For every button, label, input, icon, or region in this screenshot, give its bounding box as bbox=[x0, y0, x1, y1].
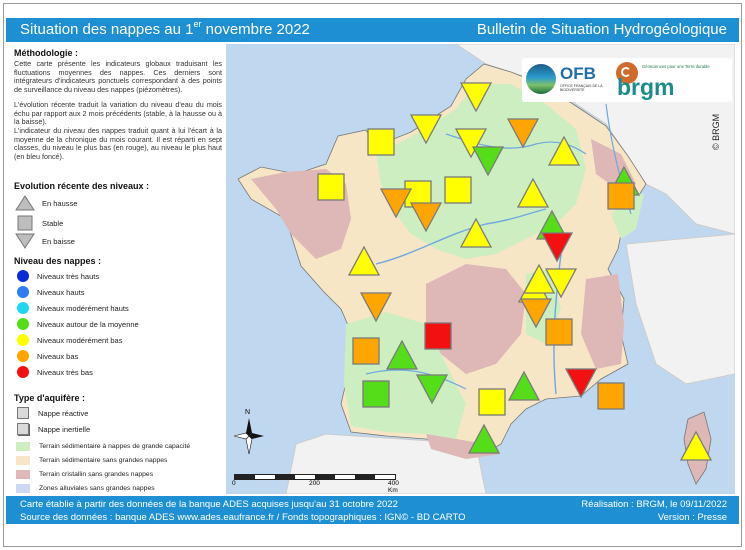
marker-seine-1 bbox=[454, 128, 488, 159]
level-dot-icon bbox=[17, 366, 29, 378]
scale-bar: 0 200 400 Km bbox=[232, 474, 404, 494]
marker-champagne-1 bbox=[506, 118, 540, 149]
reactive-square-icon bbox=[17, 407, 29, 419]
zone-swatch bbox=[16, 483, 30, 493]
compass-icon bbox=[234, 418, 264, 454]
marker-aquitaine-tri bbox=[385, 339, 419, 370]
level-dot-icon bbox=[17, 350, 29, 362]
marker-jura-2 bbox=[540, 232, 574, 263]
footer-line-1: Carte établie à partir des données de la… bbox=[20, 499, 398, 510]
marker-rhone-2 bbox=[544, 268, 578, 299]
methodology-text-1: Cette carte présente les indicateurs glo… bbox=[14, 59, 222, 94]
marker-garonne-tri bbox=[415, 374, 449, 405]
legend-level-item: Niveaux hauts bbox=[14, 285, 85, 299]
methodology-text-2: L'évolution récente traduit la variation… bbox=[14, 100, 222, 127]
legend-level-item: Niveaux très bas bbox=[14, 365, 93, 379]
legend-level-item: Niveaux autour de la moyenne bbox=[14, 317, 139, 331]
footer-realisation: Réalisation : BRGM, le 09/11/2022 bbox=[581, 499, 727, 510]
marker-normandie-c bbox=[409, 114, 443, 145]
methodology-text-3: L'indicateur du niveau des nappes tradui… bbox=[14, 126, 222, 161]
marker-aquitaine-sq bbox=[352, 337, 380, 365]
zone-swatch bbox=[16, 469, 30, 479]
marker-alps-w bbox=[519, 298, 553, 329]
marker-languedoc bbox=[478, 388, 506, 416]
map-title: Situation des nappes au 1er novembre 202… bbox=[20, 19, 310, 38]
marker-garonne-sq bbox=[362, 380, 390, 408]
marker-bretagne bbox=[317, 173, 345, 201]
legend-zone-item: Terrain cristallin sans grandes nappes bbox=[14, 467, 153, 481]
footer-line-2: Source des données : banque ADES www.ade… bbox=[20, 512, 466, 523]
legend-zone-item: Terrain sédimentaire sans grandes nappes bbox=[14, 453, 167, 467]
marker-beauce bbox=[444, 176, 472, 204]
triangle-up-icon bbox=[15, 195, 35, 211]
bulletin-title: Bulletin de Situation Hydrogéologique bbox=[476, 21, 727, 38]
footer-version: Version : Presse bbox=[657, 512, 727, 523]
marker-champagne-2 bbox=[547, 135, 581, 166]
zone-swatch bbox=[16, 441, 30, 451]
marker-normandie-w bbox=[367, 128, 395, 156]
evolution-heading: Evolution récente des niveaux : bbox=[14, 181, 150, 191]
level-dot-icon bbox=[17, 334, 29, 346]
copyright-vertical: © BRGM bbox=[711, 113, 721, 150]
marker-limousin bbox=[424, 322, 452, 350]
square-icon bbox=[17, 215, 33, 231]
legend-level-item: Niveaux modérément hauts bbox=[14, 301, 129, 315]
level-dot-icon bbox=[17, 270, 29, 282]
inertial-square-icon bbox=[17, 423, 29, 435]
levels-heading: Niveau des nappes : bbox=[14, 256, 102, 266]
legend-level-item: Niveaux modérément bas bbox=[14, 333, 122, 347]
legend-panel: Méthodologie : Cette carte présente les … bbox=[6, 44, 224, 494]
marker-burgundy-e bbox=[516, 177, 550, 208]
marker-seine-2 bbox=[471, 146, 505, 177]
marker-pyrenees bbox=[467, 423, 501, 454]
marker-vendee bbox=[347, 245, 381, 276]
north-arrow: N bbox=[234, 409, 264, 454]
legend-zone-item: Terrain sédimentaire à nappes de grande … bbox=[14, 439, 190, 453]
level-dot-icon bbox=[17, 302, 29, 314]
legend-stable: Stable bbox=[14, 215, 63, 231]
brgm-logo-icon bbox=[616, 62, 638, 84]
marker-charente bbox=[359, 292, 393, 323]
legend-falling: En baisse bbox=[14, 233, 75, 249]
map-area: N 0 200 400 Km OFB OFFICE FRANÇAIS DE LA… bbox=[226, 44, 735, 494]
zone-swatch bbox=[16, 455, 30, 465]
title-bar bbox=[6, 18, 739, 42]
marker-centre-c bbox=[409, 202, 443, 233]
level-dot-icon bbox=[17, 286, 29, 298]
legend-level-item: Niveaux très hauts bbox=[14, 269, 99, 283]
france-map bbox=[237, 44, 735, 494]
footer-bar bbox=[6, 496, 739, 524]
legend-reactive: Nappe réactive bbox=[14, 406, 88, 420]
marker-rhone-sq bbox=[545, 318, 573, 346]
legend-inertial: Nappe inertielle bbox=[14, 422, 90, 436]
marker-provence-e bbox=[564, 368, 598, 399]
legend-level-item: Niveaux bas bbox=[14, 349, 78, 363]
ofb-logo-icon bbox=[526, 64, 556, 94]
marker-corse bbox=[679, 430, 713, 461]
legend-rising: En hausse bbox=[14, 195, 77, 211]
marker-north-1 bbox=[459, 82, 493, 113]
marker-alsace bbox=[607, 182, 635, 210]
marker-nice bbox=[597, 382, 625, 410]
level-dot-icon bbox=[17, 318, 29, 330]
logos-box: OFB OFFICE FRANÇAIS DE LA BIODIVERSITÉ G… bbox=[522, 58, 732, 102]
methodology-heading: Méthodologie : bbox=[14, 48, 78, 58]
marker-burgundy-w bbox=[459, 217, 493, 248]
legend-zone-item: Zones alluviales sans grandes nappes bbox=[14, 481, 155, 495]
aquifer-heading: Type d'aquifère : bbox=[14, 393, 85, 403]
marker-rhone-1 bbox=[522, 263, 556, 294]
marker-provence-w bbox=[507, 370, 541, 401]
triangle-down-icon bbox=[15, 233, 35, 249]
marker-centre-w bbox=[379, 188, 413, 219]
page-frame bbox=[3, 3, 742, 547]
